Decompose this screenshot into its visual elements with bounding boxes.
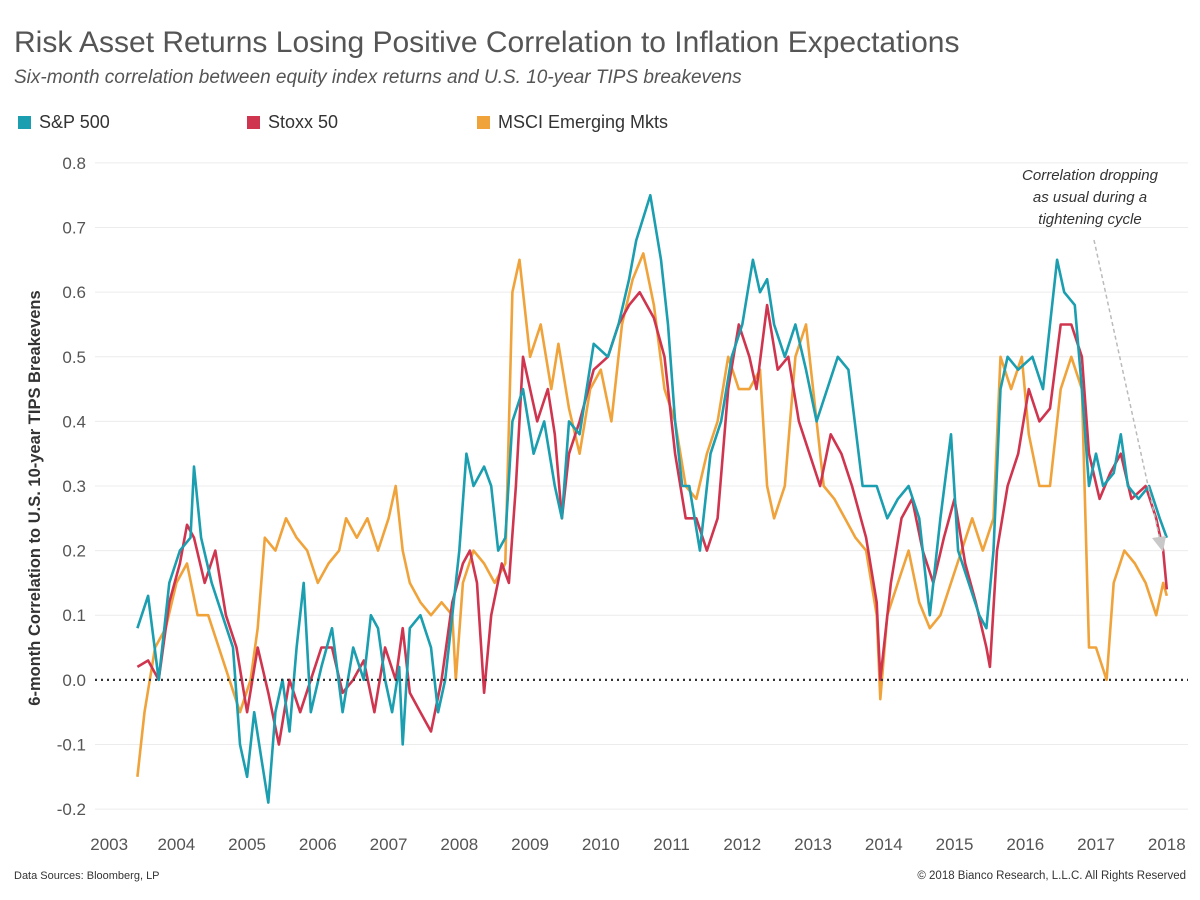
copyright-note: © 2018 Bianco Research, L.L.C. All Right… xyxy=(917,870,1186,882)
x-tick-label: 2009 xyxy=(511,835,549,854)
annotation-arrow-head xyxy=(1152,536,1166,552)
annotation-text: tightening cycle xyxy=(1038,211,1141,228)
annotation-arrow-line xyxy=(1093,239,1161,541)
y-tick-label: 0.3 xyxy=(62,477,86,496)
y-tick-label: 0.4 xyxy=(62,412,86,431)
y-tick-label: 0.0 xyxy=(62,671,86,690)
y-tick-label: 0.1 xyxy=(62,606,86,625)
x-tick-label: 2008 xyxy=(440,835,478,854)
x-tick-label: 2013 xyxy=(794,835,832,854)
annotation-text: Correlation dropping xyxy=(1022,167,1159,184)
legend-swatch-sp500 xyxy=(18,116,31,129)
x-tick-label: 2015 xyxy=(936,835,974,854)
x-tick-label: 2011 xyxy=(653,835,690,854)
x-tick-label: 2005 xyxy=(228,835,266,854)
x-tick-label: 2012 xyxy=(723,835,761,854)
legend-label-msci-em: MSCI Emerging Mkts xyxy=(498,112,669,132)
legend-item-msci-em[interactable]: MSCI Emerging Mkts xyxy=(477,112,668,133)
series-line-stoxx-50 xyxy=(136,290,1169,746)
y-tick-label: -0.1 xyxy=(57,735,86,754)
x-tick-label: 2014 xyxy=(865,835,903,854)
annotation-text: as usual during a xyxy=(1033,189,1147,206)
legend-swatch-stoxx50 xyxy=(247,116,260,129)
chart-title: Risk Asset Returns Losing Positive Corre… xyxy=(14,26,960,59)
x-tick-label: 2010 xyxy=(582,835,620,854)
x-tick-label: 2004 xyxy=(157,835,195,854)
y-tick-label: -0.2 xyxy=(57,800,86,819)
y-tick-label: 0.2 xyxy=(62,542,86,561)
legend-item-stoxx50[interactable]: Stoxx 50 xyxy=(247,112,338,133)
data-source-note: Data Sources: Bloomberg, LP xyxy=(14,870,160,882)
x-tick-label: 2018 xyxy=(1148,835,1186,854)
x-tick-label: 2007 xyxy=(370,835,408,854)
x-tick-label: 2003 xyxy=(90,835,128,854)
legend-swatch-msci-em xyxy=(477,116,490,129)
y-tick-label: 0.7 xyxy=(62,219,86,238)
x-tick-label: 2006 xyxy=(299,835,337,854)
chart-subtitle: Six-month correlation between equity ind… xyxy=(14,67,742,88)
legend-label-stoxx50: Stoxx 50 xyxy=(268,112,339,132)
series-line-s-p-500 xyxy=(136,193,1169,804)
legend-label-sp500: S&P 500 xyxy=(39,112,110,132)
y-axis-label: 6-month Correlation to U.S. 10-year TIPS… xyxy=(26,290,44,705)
y-tick-label: 0.5 xyxy=(62,348,86,367)
x-tick-label: 2017 xyxy=(1077,835,1115,854)
x-tick-label: 2016 xyxy=(1006,835,1044,854)
y-tick-label: 0.8 xyxy=(62,154,86,173)
y-tick-label: 0.6 xyxy=(62,283,86,302)
legend-item-sp500[interactable]: S&P 500 xyxy=(18,112,110,133)
